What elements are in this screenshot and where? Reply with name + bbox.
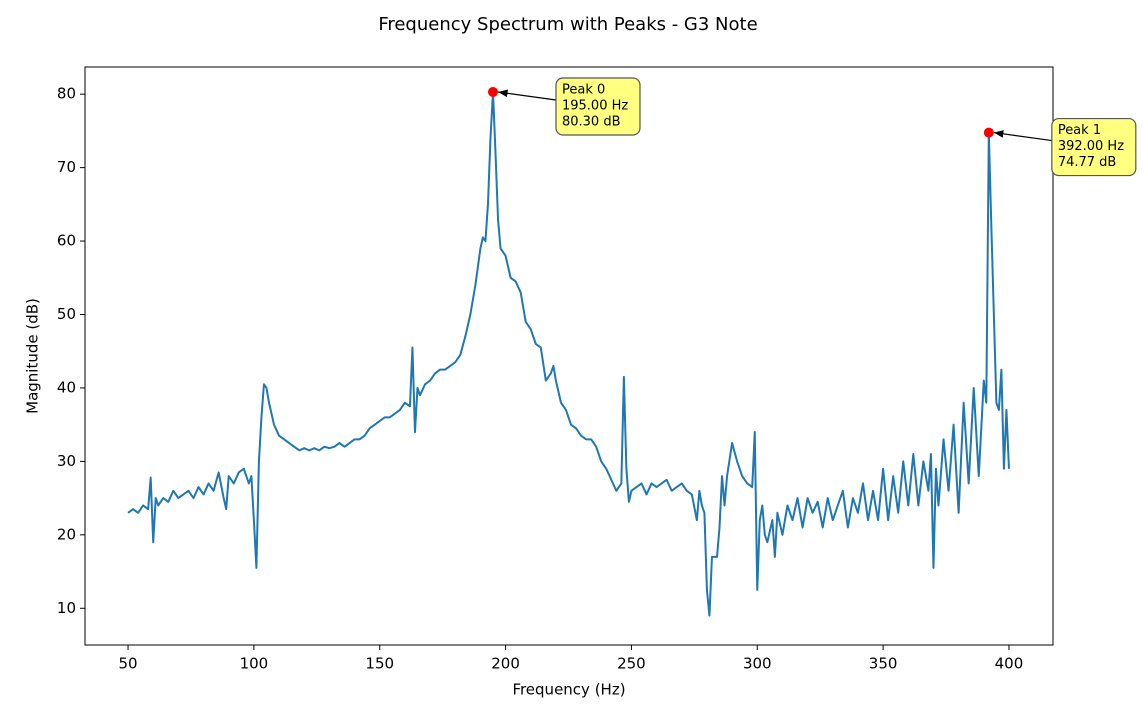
annotation-text: 195.00 Hz	[562, 98, 628, 113]
annotation-arrow	[497, 89, 557, 101]
y-tick-label: 60	[57, 232, 76, 250]
y-tick-label: 10	[57, 599, 76, 617]
annotation-text: 392.00 Hz	[1058, 139, 1124, 154]
annotation-text: 80.30 dB	[562, 114, 621, 129]
x-tick-label: 50	[118, 655, 137, 673]
x-tick-label: 350	[869, 655, 898, 673]
x-tick-label: 150	[365, 655, 394, 673]
peak-marker	[983, 127, 994, 138]
x-tick-label: 300	[743, 655, 772, 673]
y-tick-label: 20	[57, 525, 76, 543]
x-tick-label: 100	[240, 655, 269, 673]
y-tick-label: 80	[57, 85, 76, 103]
spectrum-line	[127, 90, 1010, 617]
annotation-text: Peak 1	[1058, 123, 1101, 138]
y-tick-label: 50	[57, 305, 76, 323]
y-axis-label: Magnitude (dB)	[24, 298, 42, 414]
y-tick-label: 70	[57, 158, 76, 176]
annotation-box	[555, 77, 641, 136]
annotation-text: Peak 0	[562, 82, 605, 97]
annotation-arrow	[993, 130, 1052, 142]
x-tick-label: 400	[995, 655, 1024, 673]
y-tick-label: 30	[57, 452, 76, 470]
annotation-box	[1051, 117, 1137, 177]
annotation-text: 74.77 dB	[1058, 155, 1117, 170]
x-tick-label: 250	[617, 655, 646, 673]
plot-frame	[84, 66, 1054, 646]
x-tick-label: 200	[491, 655, 520, 673]
chart-title: Frequency Spectrum with Peaks - G3 Note	[378, 14, 757, 35]
x-axis-label: Frequency (Hz)	[512, 681, 625, 699]
y-tick-label: 40	[57, 378, 76, 396]
peak-marker	[487, 86, 498, 97]
